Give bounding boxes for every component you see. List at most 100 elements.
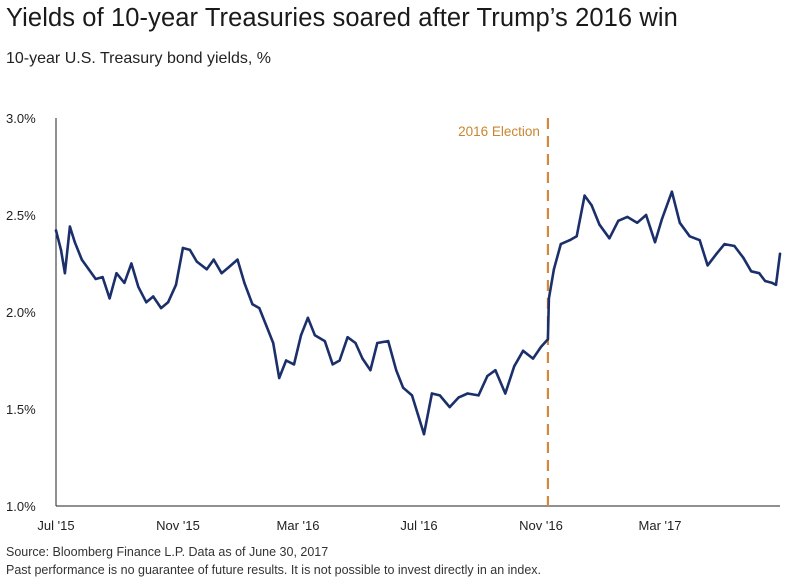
yield-data-point <box>195 260 198 263</box>
yield-data-point <box>115 272 118 275</box>
yield-data-point <box>361 357 364 360</box>
yield-data-point <box>251 303 254 306</box>
yield-data-point <box>63 272 67 275</box>
yield-data-point <box>272 341 275 345</box>
yield-data-point <box>774 283 778 286</box>
yield-data-point <box>227 266 230 269</box>
yield-data-point <box>145 301 148 304</box>
yield-data-point <box>457 396 460 399</box>
yield-data-point <box>698 239 701 242</box>
yield-data-point <box>299 334 303 337</box>
yield-data-point <box>323 339 326 343</box>
yield-data-point <box>152 295 155 298</box>
x-tick-label: Jul '16 <box>400 518 437 533</box>
yield-data-point <box>733 244 736 248</box>
yield-data-point <box>387 339 390 343</box>
yield-data-point <box>220 272 223 275</box>
yield-data-point <box>590 204 593 207</box>
yield-data-point <box>159 306 163 310</box>
yield-data-point <box>670 190 674 193</box>
yield-data-point <box>166 301 170 304</box>
yield-data-point <box>617 219 620 222</box>
yield-data-point <box>212 258 215 261</box>
yield-data-point <box>626 215 629 219</box>
yield-series-line <box>54 190 782 436</box>
yield-data-point <box>559 242 562 246</box>
y-tick-label: 3.0% <box>6 111 36 126</box>
yield-data-point <box>243 281 246 285</box>
yield-data-point <box>706 264 709 267</box>
yield-data-point <box>59 248 63 252</box>
x-tick-label: Nov '16 <box>519 518 563 533</box>
yield-data-point <box>68 225 72 228</box>
yield-data-point <box>539 345 543 349</box>
yield-data-point <box>236 258 239 261</box>
annotations: 2016 Election <box>458 118 550 506</box>
yield-data-point <box>422 433 426 436</box>
yield-data-point <box>552 268 556 271</box>
yield-data-point <box>306 316 310 319</box>
yield-data-point <box>284 359 288 362</box>
yield-data-point <box>205 268 208 271</box>
yield-data-point <box>94 277 97 281</box>
yield-data-point <box>438 394 441 397</box>
disclaimer-note: Past performance is no guarantee of futu… <box>6 563 542 577</box>
yield-data-point <box>513 365 516 368</box>
yield-data-point <box>354 341 357 345</box>
yield-data-point <box>338 359 341 362</box>
yield-data-point <box>130 262 133 265</box>
yield-data-point <box>770 281 774 285</box>
yield-data-point <box>504 392 507 395</box>
x-tick-label: Mar '17 <box>639 518 682 533</box>
series-group <box>54 190 782 436</box>
chart-subtitle: 10-year U.S. Treasury bond yields, % <box>6 50 272 67</box>
yield-data-point <box>494 369 497 372</box>
yield-data-point <box>466 392 469 395</box>
yield-data-point <box>575 235 578 238</box>
yield-data-point <box>568 239 571 242</box>
yield-data-point <box>137 285 140 288</box>
yield-data-point <box>265 324 268 327</box>
yield-data-point <box>778 252 782 255</box>
yield-data-point <box>174 283 178 286</box>
yield-data-point <box>395 369 398 372</box>
yield-data-point <box>80 258 84 261</box>
y-tick-label: 1.5% <box>6 402 36 417</box>
yield-data-point <box>313 334 317 337</box>
yield-data-point <box>108 297 111 300</box>
yield-data-point <box>292 363 296 366</box>
yield-data-point <box>87 268 90 271</box>
election-marker-label: 2016 Election <box>458 124 540 139</box>
yield-data-point <box>101 275 104 279</box>
yield-data-point <box>763 279 767 283</box>
yield-data-point <box>477 394 480 397</box>
yield-data-point <box>750 270 753 273</box>
axis-ticks: 1.0% 1.5% 2.0% 2.5% 3.0% Jul '15 Nov '15 Mar '1… <box>6 111 681 533</box>
yield-data-point <box>636 221 639 224</box>
y-tick-label: 1.0% <box>6 499 36 514</box>
yield-data-point <box>715 252 718 255</box>
y-tick-label: 2.5% <box>6 208 36 223</box>
yield-data-point <box>546 338 550 341</box>
yield-data-point <box>416 413 420 416</box>
yield-data-point <box>547 297 551 300</box>
yield-data-point <box>608 237 611 240</box>
x-tick-label: Nov '15 <box>156 518 200 533</box>
x-tick-label: Jul '15 <box>37 518 74 533</box>
yield-data-point <box>123 281 126 285</box>
source-note: Source: Bloomberg Finance L.P. Data as o… <box>6 545 329 559</box>
yield-data-point <box>188 248 192 252</box>
yield-data-point <box>583 194 586 197</box>
yield-data-point <box>331 363 334 366</box>
axes <box>55 118 780 507</box>
yield-data-point <box>401 386 405 389</box>
yield-data-point <box>521 349 525 352</box>
yield-data-point <box>73 241 77 244</box>
chart-title: Yields of 10-year Treasuries soared afte… <box>6 4 678 32</box>
y-tick-label: 2.0% <box>6 305 36 320</box>
yield-data-point <box>258 306 261 310</box>
yield-data-point <box>758 272 761 275</box>
yield-data-point <box>531 357 535 360</box>
yield-data-point <box>688 235 691 238</box>
